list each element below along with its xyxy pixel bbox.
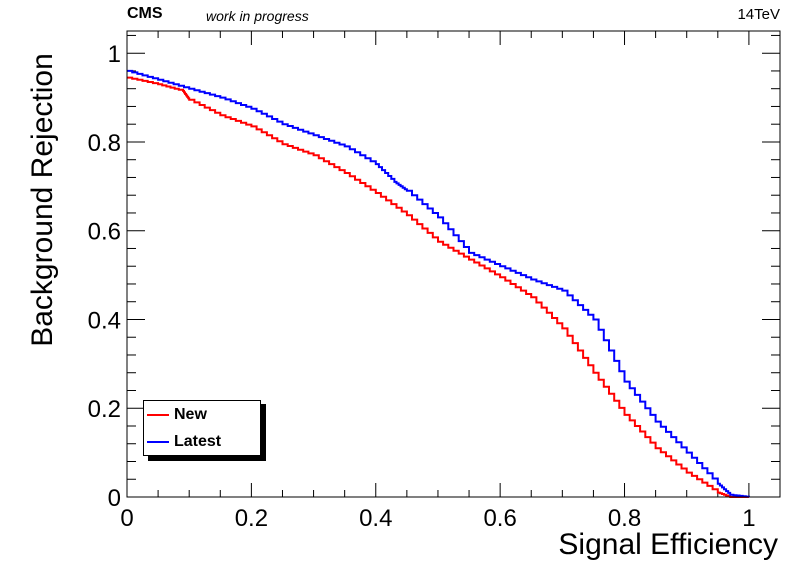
energy-label: 14TeV: [737, 6, 780, 23]
status-label: work in progress: [206, 8, 309, 24]
x-tick-label: 0.6: [483, 505, 516, 532]
legend-entry-new: New: [144, 404, 207, 426]
legend: New Latest: [143, 400, 261, 456]
series-line-latest: [127, 69, 750, 498]
legend-entry-latest: Latest: [144, 431, 221, 453]
y-axis-title: Background Rejection: [26, 53, 59, 347]
series-layer: [127, 69, 750, 498]
series-line-new: [127, 76, 749, 498]
x-tick-label: 0.8: [608, 505, 641, 532]
y-tick-label: 0.8: [88, 130, 121, 157]
legend-label-latest: Latest: [174, 433, 222, 450]
x-tick-label: 0: [120, 505, 133, 532]
axis-tick-labels: 0 0.2 0.4 0.6 0.8 1 0 0.2 0.4 0.6 0.8 1: [88, 41, 756, 532]
y-tick-label: 0.6: [88, 219, 121, 246]
x-tick-label: 0.2: [235, 505, 268, 532]
x-axis-title: Signal Efficiency: [558, 528, 778, 561]
legend-swatch-new: [147, 414, 169, 416]
y-tick-label: 0: [108, 485, 121, 512]
y-tick-label: 0.2: [88, 396, 121, 423]
x-tick-label: 1: [742, 505, 755, 532]
y-tick-label: 0.4: [88, 307, 121, 334]
plot-frame: [126, 30, 781, 498]
x-tick-label: 0.4: [359, 505, 392, 532]
experiment-label: CMS: [127, 5, 163, 22]
y-tick-label: 1: [108, 41, 121, 68]
legend-swatch-latest: [147, 441, 169, 443]
legend-label-new: New: [174, 406, 207, 423]
